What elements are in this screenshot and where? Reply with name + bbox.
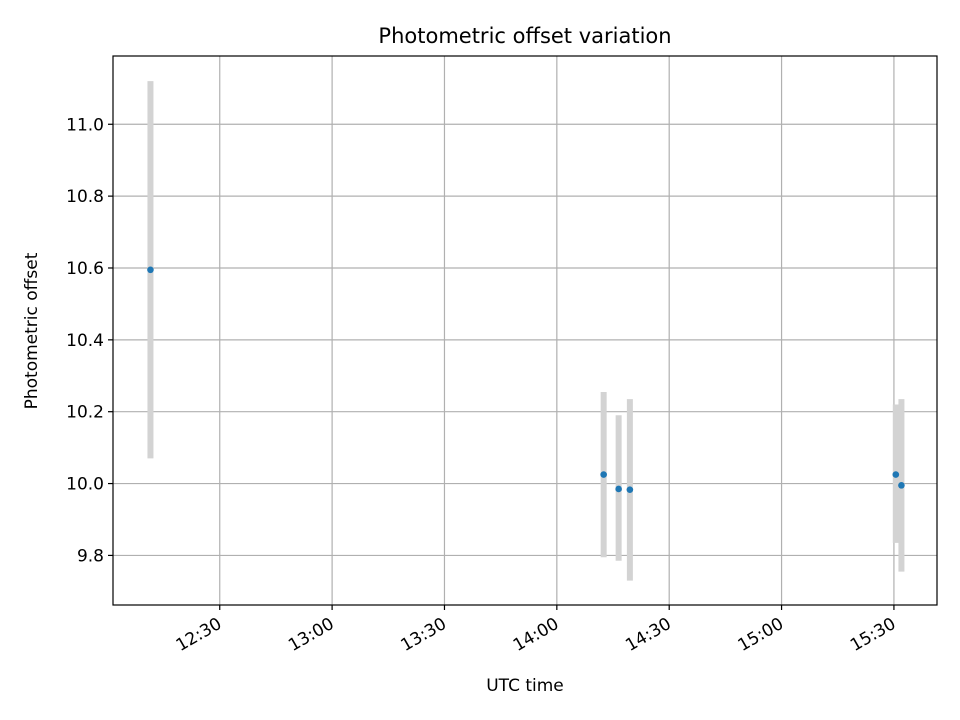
y-tick-label: 11.0 <box>66 115 104 135</box>
y-tick-label: 10.8 <box>66 187 104 207</box>
y-tick-label: 10.0 <box>66 475 104 495</box>
y-axis-label: Photometric offset <box>22 252 42 409</box>
data-point <box>626 486 634 493</box>
chart-title: Photometric offset variation <box>378 24 671 48</box>
y-tick-label: 10.4 <box>66 331 104 351</box>
data-point <box>147 266 154 274</box>
plot-frame <box>112 55 938 606</box>
data-point <box>892 471 900 478</box>
x-axis-label: UTC time <box>486 676 564 696</box>
y-tick-label: 10.2 <box>66 403 104 423</box>
y-axis: 9.8 10.0 10.2 10.4 10.6 10.8 11.0 <box>66 115 113 566</box>
data-point <box>600 471 607 478</box>
y-tick-label: 10.6 <box>66 259 104 279</box>
y-tick-label: 9.8 <box>77 546 104 566</box>
data-point <box>898 482 905 489</box>
data-point <box>615 485 622 493</box>
grid <box>113 56 937 605</box>
data-points <box>147 266 905 493</box>
